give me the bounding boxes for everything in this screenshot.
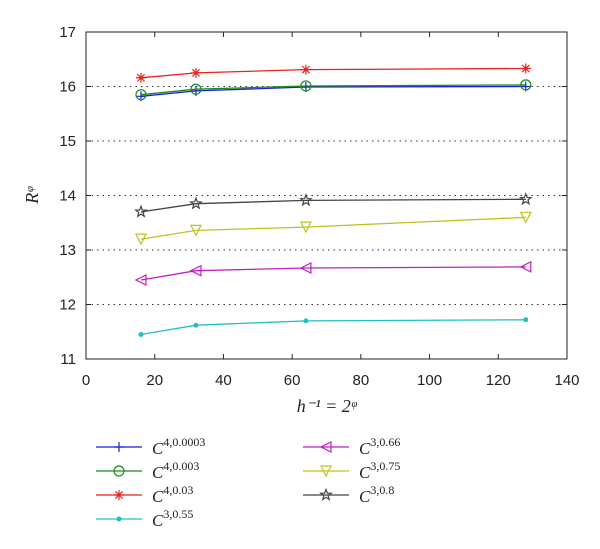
data-point <box>135 72 146 83</box>
legend-label: C4,0.0003 <box>152 435 205 458</box>
y-tick-label: 15 <box>59 133 76 150</box>
data-point <box>190 83 202 95</box>
y-tick-label: 14 <box>59 188 76 205</box>
x-axis-label: h⁻¹ = 2ᵠ <box>297 396 358 416</box>
data-point <box>319 487 333 501</box>
data-point <box>138 331 144 337</box>
y-axis-label: Rᵠ <box>22 186 42 205</box>
data-point <box>135 233 147 246</box>
data-point <box>189 224 202 237</box>
data-point <box>116 516 122 522</box>
data-point <box>523 317 529 323</box>
legend-item: C3,0.75 <box>303 459 400 482</box>
data-point <box>299 221 312 234</box>
series-4 <box>138 317 529 337</box>
series-line <box>140 67 526 79</box>
data-point <box>189 196 203 210</box>
series-5 <box>134 260 532 286</box>
x-tick-label: 0 <box>82 372 90 389</box>
y-tick-label: 12 <box>59 297 76 314</box>
legend-label: C4,0.03 <box>152 483 193 506</box>
data-point <box>320 465 332 478</box>
legend: C4,0.0003C4,0.003C4,0.03C3,0.55C3,0.66C3… <box>96 435 400 530</box>
x-tick-label: 80 <box>353 372 370 389</box>
series-6 <box>135 211 532 246</box>
legend-item: C4,0.003 <box>96 459 199 482</box>
x-tick-label: 60 <box>284 372 301 389</box>
data-point <box>520 63 531 74</box>
legend-label: C3,0.66 <box>359 435 400 458</box>
legend-label: C3,0.8 <box>359 483 394 506</box>
legend-item: C3,0.8 <box>303 483 394 506</box>
axis-ticks: 0 20 40 60 80 100 120 140 11 12 13 14 15 16 17 <box>59 24 579 389</box>
series-line <box>140 319 526 336</box>
data-point <box>113 465 125 477</box>
series-7 <box>134 192 533 218</box>
data-point <box>299 193 313 207</box>
data-point <box>299 262 312 274</box>
data-point <box>518 192 533 206</box>
data-point <box>134 204 148 218</box>
data-point <box>519 260 532 273</box>
y-tick-label: 11 <box>60 351 76 368</box>
data-point <box>193 322 199 328</box>
series-3 <box>135 63 531 83</box>
series-line <box>140 266 526 281</box>
x-tick-label: 120 <box>486 372 511 389</box>
legend-item: C4,0.0003 <box>96 435 205 458</box>
legend-label: C3,0.75 <box>359 459 400 482</box>
legend-item: C3,0.55 <box>96 507 193 530</box>
data-point <box>135 89 147 101</box>
x-tick-label: 20 <box>146 372 163 389</box>
series-line <box>140 216 526 240</box>
data-point <box>189 264 202 277</box>
series-1 <box>135 81 531 102</box>
y-tick-label: 17 <box>59 24 76 41</box>
series-2 <box>135 79 532 101</box>
series-line <box>140 85 526 97</box>
x-tick-label: 100 <box>417 372 442 389</box>
legend-item: C3,0.66 <box>303 435 400 458</box>
data-point <box>520 79 532 91</box>
legend-label: C3,0.55 <box>152 507 193 530</box>
y-tick-label: 16 <box>59 79 76 96</box>
series-line <box>140 198 526 213</box>
data-point <box>519 211 532 224</box>
data-point <box>134 274 147 286</box>
data-point <box>303 318 309 324</box>
data-point <box>114 490 124 500</box>
legend-item: C4,0.03 <box>96 483 193 506</box>
data-point <box>114 442 124 452</box>
series-line <box>140 84 526 96</box>
data-point <box>190 67 201 78</box>
x-tick-label: 140 <box>554 372 579 389</box>
legend-label: C4,0.003 <box>152 459 199 482</box>
y-tick-label: 13 <box>59 242 76 259</box>
data-point <box>300 64 311 75</box>
series-layer <box>134 63 533 337</box>
x-tick-label: 40 <box>215 372 232 389</box>
data-point <box>300 80 312 92</box>
gridlines <box>86 86 567 305</box>
data-point <box>319 441 332 453</box>
